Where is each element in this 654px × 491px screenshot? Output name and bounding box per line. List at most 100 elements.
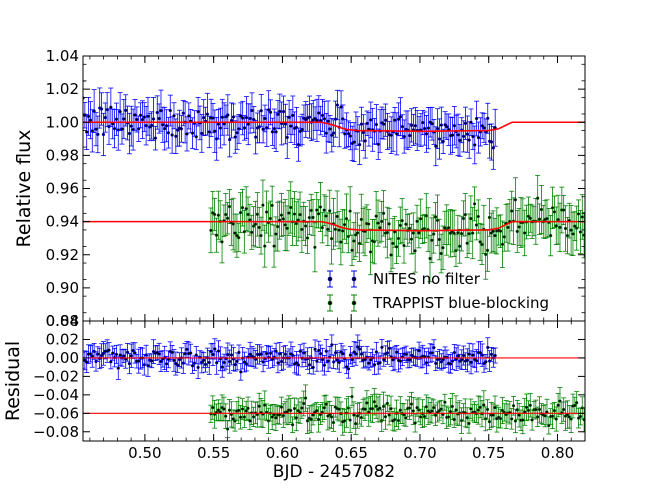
data-point <box>276 112 280 117</box>
data-point <box>159 359 163 364</box>
data-point <box>506 225 510 230</box>
data-point <box>484 252 488 257</box>
data-point <box>85 130 89 134</box>
data-point <box>563 226 568 231</box>
data-point <box>307 215 311 220</box>
data-layer <box>83 80 585 283</box>
data-point <box>88 118 93 122</box>
data-point <box>298 349 302 353</box>
data-point <box>343 132 347 136</box>
data-point <box>345 365 349 369</box>
data-point <box>226 352 230 357</box>
data-point <box>482 403 486 407</box>
data-point <box>352 239 356 243</box>
data-point <box>289 124 293 128</box>
data-point <box>259 352 263 356</box>
data-point <box>342 419 347 423</box>
x-tick-label: 0.60 <box>266 444 299 462</box>
data-point <box>450 133 455 137</box>
data-point <box>435 127 440 131</box>
data-point <box>510 417 514 421</box>
data-point <box>476 408 480 412</box>
data-point <box>467 352 471 356</box>
data-point <box>484 360 488 364</box>
data-point <box>575 401 579 405</box>
data-point <box>448 362 453 366</box>
data-point <box>114 352 119 357</box>
legend-label: TRAPPIST blue-blocking <box>372 294 549 312</box>
data-point <box>250 230 254 234</box>
data-point <box>409 123 414 127</box>
data-point <box>339 105 343 109</box>
data-point <box>270 415 274 419</box>
data-point <box>151 117 156 121</box>
data-point <box>502 235 506 239</box>
data-point <box>313 347 317 351</box>
data-point <box>346 131 351 136</box>
data-point <box>344 217 349 221</box>
data-point <box>493 233 497 238</box>
data-point <box>409 402 414 406</box>
data-point <box>478 405 482 409</box>
data-point <box>352 413 356 417</box>
data-point <box>244 362 249 366</box>
data-point <box>398 223 402 228</box>
data-point <box>458 138 462 143</box>
data-point <box>279 213 284 217</box>
data-point <box>329 415 334 419</box>
data-point <box>335 214 339 219</box>
x-tick-label: 0.70 <box>403 444 436 462</box>
data-point <box>137 359 141 363</box>
data-point <box>207 130 211 134</box>
legend-marker <box>327 276 333 282</box>
data-point <box>202 115 206 120</box>
data-point <box>133 113 137 117</box>
data-point <box>434 144 438 148</box>
x-tick-label: 0.80 <box>541 444 574 462</box>
data-point <box>550 414 555 418</box>
plot-frame <box>82 320 586 442</box>
data-point <box>446 415 451 419</box>
data-point <box>216 408 220 412</box>
data-point <box>485 248 490 253</box>
data-point <box>237 350 241 355</box>
data-point <box>573 403 577 408</box>
data-point <box>439 123 443 127</box>
data-point <box>385 351 390 355</box>
data-point <box>311 215 315 220</box>
legend-label: NITES no filter <box>373 270 481 288</box>
data-point <box>246 122 250 126</box>
data-point <box>296 142 301 147</box>
data-point <box>374 404 378 408</box>
data-point <box>337 228 341 232</box>
data-point <box>421 120 425 125</box>
data-point <box>114 117 119 121</box>
data-point <box>99 107 104 111</box>
data-point <box>332 131 336 135</box>
data-point <box>248 116 252 121</box>
data-point <box>190 131 195 135</box>
data-point <box>176 363 180 367</box>
data-point <box>356 345 360 349</box>
data-point <box>368 250 373 254</box>
flux-panel: 0.88 0.90 0.92 0.94 0.96 0.98 1.00 1.02 1.04 Rela… <box>13 47 586 330</box>
data-point <box>383 118 388 122</box>
data-point <box>274 232 278 236</box>
data-point <box>413 249 417 253</box>
data-point <box>358 142 362 147</box>
data-point <box>537 217 542 221</box>
data-point <box>283 223 287 227</box>
data-point <box>194 135 198 139</box>
data-point <box>445 125 449 129</box>
y-tick-label: 0.90 <box>46 279 79 297</box>
data-point <box>465 241 469 245</box>
data-point <box>112 126 117 131</box>
data-point <box>185 347 189 352</box>
data-point <box>456 231 460 235</box>
data-point <box>333 227 337 231</box>
data-point <box>225 427 230 431</box>
data-point <box>369 118 373 122</box>
data-point <box>515 408 519 412</box>
data-point <box>467 421 471 426</box>
data-point <box>432 232 436 236</box>
